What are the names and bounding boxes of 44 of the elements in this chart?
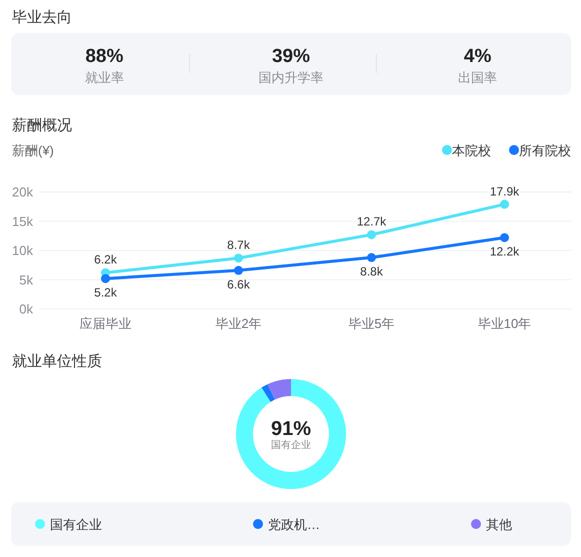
point <box>234 254 243 263</box>
text: 91% <box>270 418 312 440</box>
data-label: 6.2k <box>94 252 118 267</box>
text: 88% <box>85 46 124 67</box>
y-tick-label: 20k <box>12 184 34 200</box>
point <box>234 266 243 275</box>
point <box>101 274 110 284</box>
text: 39% <box>272 46 310 67</box>
legend-label: 党政机… <box>268 517 320 532</box>
point <box>500 233 509 242</box>
y-tick-label: 15k <box>12 214 34 229</box>
x-tick-label: 毕业10年 <box>478 316 532 331</box>
data-label: 8.7k <box>227 238 251 252</box>
text: 毕业去向 <box>12 9 72 26</box>
category-label: 国内升学率 <box>258 70 324 85</box>
data-label: 12.7k <box>356 214 388 229</box>
donut-slice <box>236 379 346 489</box>
data-label: 6.6k <box>227 277 251 292</box>
y-tick-label: 0k <box>19 302 34 316</box>
data-label: 5.2k <box>94 286 118 300</box>
data-label: 8.8k <box>360 264 384 279</box>
legend-label: 所有院校 <box>519 143 571 158</box>
legend-label: 其他 <box>486 517 512 532</box>
y-tick-label: 10k <box>12 243 34 258</box>
point <box>367 253 376 262</box>
legend-label: 本院校 <box>452 143 491 158</box>
x-tick-label: 毕业2年 <box>215 316 262 331</box>
point <box>500 200 509 209</box>
legend-label: 国有企业 <box>50 517 102 532</box>
data-label: 17.9k <box>490 184 520 198</box>
x-tick-label: 毕业5年 <box>348 316 395 331</box>
y-axis-title: 薪酬(¥) <box>12 143 54 158</box>
chart-title: 薪酬概况 <box>12 117 72 134</box>
y-tick-label: 5k <box>19 272 34 288</box>
data-label: 12.2k <box>490 244 520 259</box>
point <box>367 230 376 240</box>
donut-slice <box>262 384 275 402</box>
text: 国有企业 <box>271 439 311 451</box>
category-label: 出国率 <box>458 70 498 85</box>
text: 4% <box>464 46 492 67</box>
x-tick-label: 应届毕业 <box>80 316 132 331</box>
donut-slice <box>268 379 291 400</box>
category-label: 就业率 <box>84 70 124 85</box>
chart-title: 就业单位性质 <box>12 353 102 370</box>
